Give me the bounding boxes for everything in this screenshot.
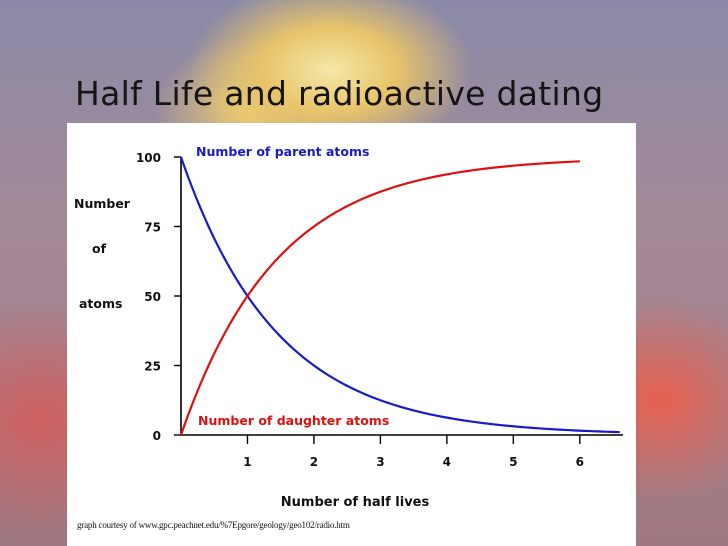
y-axis-label-line: atoms bbox=[79, 296, 122, 311]
x-axis-label: Number of half lives bbox=[281, 495, 430, 510]
daughter-series-label: Number of daughter atoms bbox=[198, 413, 389, 428]
chart-panel: 0 25 50 75 100 1 2 3 4 5 6 Number of atoms Number of h… bbox=[67, 123, 636, 546]
x-tick-label: 6 bbox=[576, 455, 584, 469]
y-tick-label: 25 bbox=[144, 360, 161, 374]
x-tick-label: 3 bbox=[376, 455, 384, 469]
x-tick-label: 5 bbox=[509, 455, 517, 469]
parent-series-label: Number of parent atoms bbox=[196, 144, 369, 159]
y-tick-label: 75 bbox=[144, 221, 161, 235]
daughter-atoms-curve bbox=[179, 160, 580, 436]
y-axis-label-line: of bbox=[92, 241, 107, 256]
graph-caption: graph courtesy of www.gpc.peachnet.edu/%… bbox=[77, 520, 350, 530]
y-tick-label: 50 bbox=[144, 290, 161, 304]
parent-atoms-curve bbox=[179, 156, 620, 434]
y-axis-label-line: Number bbox=[74, 196, 131, 211]
y-tick-label: 0 bbox=[153, 429, 161, 443]
slide-title: Half Life and radioactive dating bbox=[75, 74, 604, 113]
x-tick-label: 2 bbox=[310, 455, 318, 469]
y-tick-label: 100 bbox=[136, 151, 161, 165]
x-tick-label: 4 bbox=[443, 455, 451, 469]
x-tick-label: 1 bbox=[243, 455, 251, 469]
half-life-chart: 0 25 50 75 100 1 2 3 4 5 6 Number of atoms Number of h… bbox=[74, 144, 623, 510]
